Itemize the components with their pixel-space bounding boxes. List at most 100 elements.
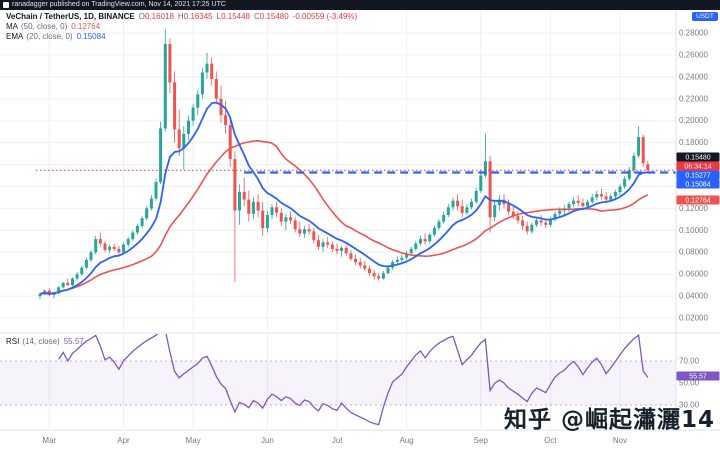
candle-body [126,239,130,245]
candle-body [386,267,390,274]
ma-chip-text: 0.12764 [685,197,710,204]
open-label: O [138,12,145,21]
open-value: 0.16018 [145,12,174,21]
candle-body [122,244,125,253]
candle-body [205,63,209,73]
price-tick-label: 0.08000 [679,248,708,257]
candle-body [298,229,302,234]
candle-body [228,125,232,160]
candle-body [358,262,362,266]
candle-body [423,239,427,242]
candle-body [446,207,450,215]
candle-body [632,155,636,171]
candle-body [483,161,487,176]
axes[interactable]: 0.28000 0.26000 0.24000 0.22000 0.20000 0.180… [0,10,720,445]
candle-body [381,273,385,279]
candle-body [312,231,316,241]
candle-body [75,274,79,279]
candle-body [604,196,608,200]
candle-body [409,248,413,254]
candle-body [516,216,520,221]
candle-body [66,282,70,286]
candle-body [558,210,562,214]
candle-body [38,293,42,297]
candle-body [238,191,241,211]
currency-toggle[interactable]: USDT [692,12,718,21]
ma50-path [39,139,649,295]
candle-body [470,201,473,208]
rsi-legend-row[interactable]: RSI (14, close) 55.57 [6,337,84,346]
candle-body [191,107,195,121]
candle-body [525,225,529,232]
candle-body [284,217,288,222]
symbol-legend-row[interactable]: VeChain / TetherUS, 1D, BINANCE O0.16018 H… [6,12,357,21]
high-value: 0.16345 [183,12,213,21]
drawn-lines[interactable] [36,169,676,174]
rsi-params: (14, close) [22,337,60,346]
price-tick-label: 0.22000 [679,94,708,103]
candle-body [307,229,311,232]
candle-body [182,133,186,149]
rsi-chip [676,371,720,381]
ma-legend-row[interactable]: MA (50, close, 0) 0.12764 [6,22,100,31]
price-tick-label: 0.06000 [679,270,708,279]
candle-body [590,197,594,202]
candle-body [581,202,585,207]
candle-body [168,44,172,83]
candle-body [84,259,88,268]
candle-body [553,213,557,220]
rsi-tick-label: 50.00 [679,379,700,388]
month-label: Aug [399,436,413,445]
gridlines [0,10,676,429]
ema-params: (20, close, 0) [26,32,73,41]
candle-body [637,137,641,156]
price-tick-label: 0.04000 [679,292,708,301]
change-value: -0.00559 (-3.49%) [292,12,358,21]
candle-body [340,247,344,252]
candle-body [349,253,353,259]
candle-body [595,194,599,198]
candle-body [256,201,260,211]
attribution-bar: ranadagger published on TradingView.com,… [0,0,720,10]
ema-legend-row[interactable]: EMA (20, close, 0) 0.15084 [6,32,106,41]
candle-body [219,98,223,116]
candle-body [367,268,371,274]
line-chip [676,170,720,180]
candle-body [275,207,279,213]
candle-body [627,170,631,179]
candle-body [572,200,576,204]
candle-body [465,207,469,213]
candle-body [112,246,116,249]
candle-body [344,247,348,254]
candle-body [641,137,645,164]
candle-body [173,82,177,130]
low-value: 0.15448 [221,12,250,21]
candle-body [233,159,237,211]
candle-body [303,229,306,234]
last_price-chip-text: 0.15480 [685,154,710,161]
ma-value: 0.12764 [71,22,101,31]
candle-body [330,244,334,249]
candle-body [613,191,617,197]
candle-body [89,252,93,260]
attribution-text[interactable]: ranadagger published on TradingView.com,… [12,1,226,8]
candle-body [400,257,404,260]
candle-body [609,196,613,200]
candle-body [279,212,283,222]
candle-body [261,210,265,229]
ma-chip [676,195,720,205]
price-tick-label: 0.28000 [679,29,708,38]
candle-body [530,224,534,232]
candle-body [321,242,325,247]
candle-body [521,220,525,226]
candle-body [479,175,483,191]
candle-body [163,44,167,129]
candle-body [567,204,571,209]
candle-body [395,259,399,263]
candles [38,28,650,300]
candle-body [442,215,446,222]
close-label: C [254,12,260,21]
candle-body [159,128,163,183]
